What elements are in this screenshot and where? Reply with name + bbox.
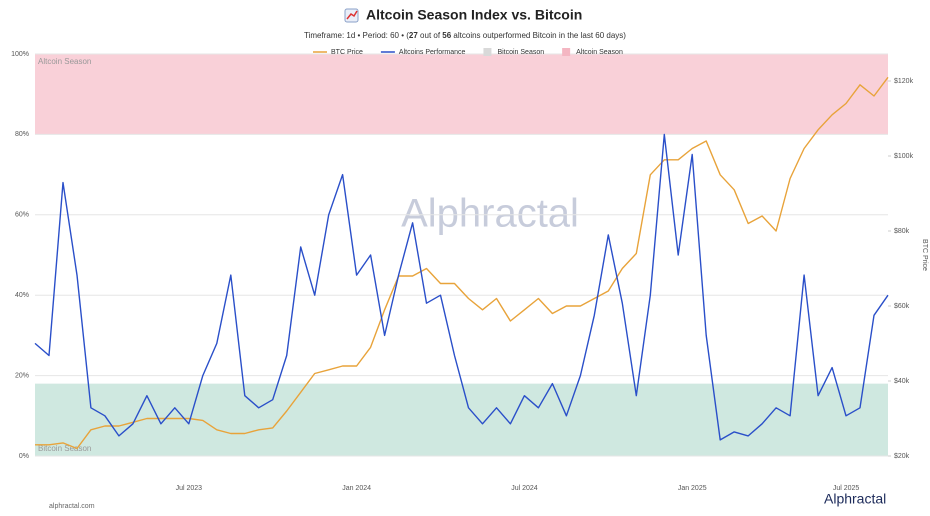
x-tick-label: Jul 2025 <box>833 485 860 492</box>
x-tick-label: Jan 2024 <box>342 485 371 492</box>
y2-axis-title: BTC Price <box>921 239 928 271</box>
y2-tick-label: $120k <box>894 78 914 85</box>
y2-tick-label: $60k <box>894 303 910 310</box>
y-tick-label: 100% <box>11 51 29 58</box>
legend-label: Altcoin Season <box>576 49 623 56</box>
subtitle-part: altcoins outperformed Bitcoin in the las… <box>451 31 626 40</box>
footer: alphractal.com <box>49 503 95 510</box>
legend-label: BTC Price <box>331 49 363 56</box>
series-line <box>35 76 889 450</box>
y-tick-label: 80% <box>15 131 29 138</box>
logo: Alphractal <box>824 491 886 507</box>
y2-tick-label: $100k <box>894 153 914 160</box>
subtitle-part: 27 <box>409 31 418 40</box>
y-tick-label: 60% <box>15 212 29 219</box>
subtitle-part: Timeframe: 1d • Period: 60 • ( <box>304 31 409 40</box>
band <box>35 383 888 456</box>
series-line <box>34 133 889 441</box>
band <box>35 54 888 135</box>
x-tick-label: Jul 2023 <box>176 485 203 492</box>
legend-label: Altcoins Performance <box>399 49 466 56</box>
subtitle-part: 56 <box>442 31 451 40</box>
legend-swatch <box>562 48 571 56</box>
title-icon <box>344 8 359 23</box>
y2-tick-label: $40k <box>894 378 910 385</box>
y2-tick-label: $80k <box>894 228 910 235</box>
y-tick-label: 0% <box>19 453 29 460</box>
legend-swatch <box>483 48 492 56</box>
band-label: Altcoin Season <box>38 57 91 66</box>
subtitle-part: out of <box>418 31 442 40</box>
y-tick-label: 40% <box>15 292 29 299</box>
y2-tick-label: $20k <box>894 453 910 460</box>
watermark: Alphractal <box>401 192 579 236</box>
subtitle: Timeframe: 1d • Period: 60 • (27 out of … <box>304 31 626 40</box>
legend-label: Bitcoin Season <box>497 49 544 56</box>
chart-title: Altcoin Season Index vs. Bitcoin <box>366 7 582 23</box>
band-label: Bitcoin Season <box>38 444 91 453</box>
x-tick-label: Jul 2024 <box>511 485 538 492</box>
x-tick-label: Jan 2025 <box>678 485 707 492</box>
y-tick-label: 20% <box>15 372 29 379</box>
